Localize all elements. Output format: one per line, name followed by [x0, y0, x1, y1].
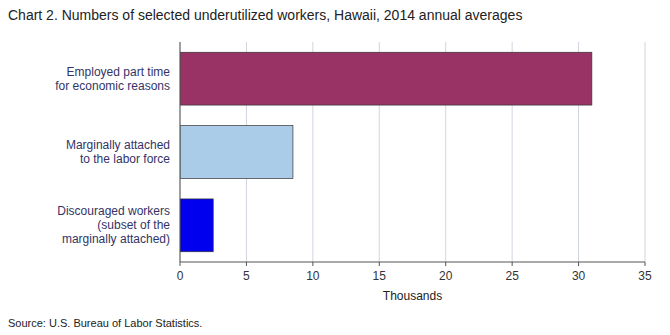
tick-label: 20	[439, 269, 453, 283]
category-label: Marginally attachedto the labor force	[66, 138, 170, 166]
category-label: Employed part timefor economic reasons	[55, 65, 170, 93]
tick-mark	[312, 262, 313, 266]
source: Source: U.S. Bureau of Labor Statistics.	[8, 317, 202, 329]
x-axis-label: Thousands	[383, 289, 442, 303]
tick-label: 25	[505, 269, 519, 283]
tick-label: 30	[572, 269, 586, 283]
tick-label: 0	[177, 269, 184, 283]
category-label: Discouraged workers(subset of themargina…	[57, 204, 170, 246]
grid	[180, 42, 645, 262]
tick-label: 15	[373, 269, 387, 283]
tick-label: 5	[243, 269, 250, 283]
tick-mark	[512, 262, 513, 266]
y-axis	[180, 42, 181, 262]
grid-line	[645, 42, 646, 262]
chart: Chart 2. Numbers of selected underutiliz…	[0, 0, 670, 335]
bars	[180, 52, 592, 251]
tick-mark	[445, 262, 446, 266]
bar	[180, 126, 293, 179]
bar	[180, 52, 592, 105]
tick-mark	[246, 262, 247, 266]
tick-mark	[180, 262, 181, 266]
tick-mark	[645, 262, 646, 266]
tick-label: 10	[306, 269, 320, 283]
tick-label: 35	[638, 269, 652, 283]
x-axis	[180, 262, 645, 263]
tick-mark	[578, 262, 579, 266]
title: Chart 2. Numbers of selected underutiliz…	[8, 7, 522, 23]
tick-mark	[379, 262, 380, 266]
bar	[180, 199, 213, 252]
grid-line	[180, 42, 181, 262]
